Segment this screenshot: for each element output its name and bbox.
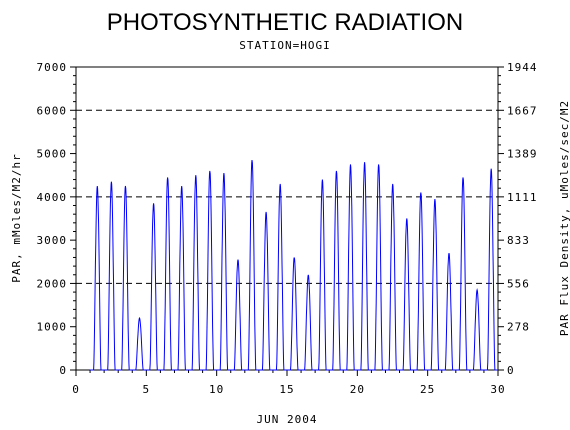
- x-tick-label: 5: [143, 383, 151, 396]
- plot-area: [75, 66, 499, 371]
- y2-tick-label: 1389: [507, 148, 538, 161]
- y-tick-label: 7000: [37, 61, 68, 74]
- y2-tick-labels: 0 278 556 833 1111 1389 1667 1944: [507, 61, 538, 377]
- x-tick-label: 20: [350, 383, 365, 396]
- x-tick-label: 25: [420, 383, 435, 396]
- y-tick-label: 4000: [37, 191, 68, 204]
- y-tick-labels: 0 1000 2000 3000 4000 5000 6000 7000: [37, 61, 68, 377]
- y2-tick-label: 1111: [507, 191, 538, 204]
- y-tick-label: 5000: [37, 148, 68, 161]
- y2-tick-label: 833: [507, 234, 530, 247]
- y-tick-label: 2000: [37, 277, 68, 290]
- y-tick-label: 0: [59, 364, 67, 377]
- y2-tick-label: 278: [507, 321, 530, 334]
- y-tick-label: 3000: [37, 234, 68, 247]
- y2-tick-label: 556: [507, 277, 530, 290]
- y-tick-label: 1000: [37, 321, 68, 334]
- x-tick-label: 15: [279, 383, 294, 396]
- y2-tick-label: 1944: [507, 61, 538, 74]
- x-tick-label: 0: [72, 383, 80, 396]
- y2-tick-label: 1667: [507, 104, 538, 117]
- y2-axis-label: PAR Flux Density, uMoles/sec/M2: [558, 100, 570, 336]
- y2-tick-label: 0: [507, 364, 515, 377]
- chart-subtitle: STATION=HOGI: [239, 39, 330, 52]
- x-tick-labels: 0 5 10 15 20 25 30: [72, 383, 505, 396]
- chart-title: PHOTOSYNTHETIC RADIATION: [107, 9, 463, 36]
- x-tick-label: 10: [209, 383, 224, 396]
- y-axis-label: PAR, mMoles/M2/hr: [10, 153, 23, 283]
- x-axis-label: JUN 2004: [257, 413, 318, 426]
- y-tick-label: 6000: [37, 104, 68, 117]
- axis-ticks: [70, 66, 504, 376]
- x-tick-label: 30: [490, 383, 505, 396]
- par-series-line: [90, 160, 498, 371]
- gridlines: [76, 109, 498, 284]
